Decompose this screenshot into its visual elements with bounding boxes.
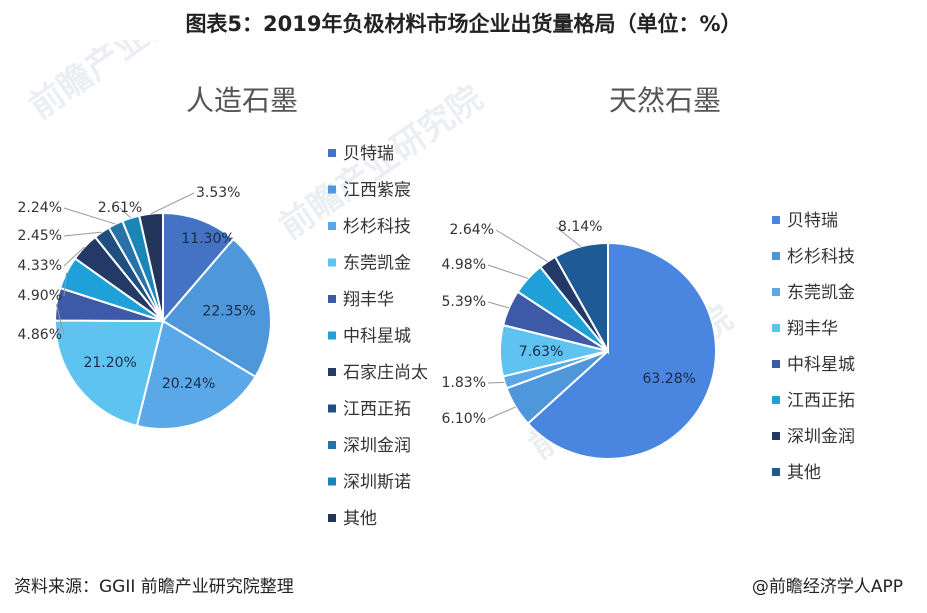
artificial-graphite-pie: 人造石墨 11.30% 22.35% 20.24% 21.20% 4.86% 4.90% 4… — [18, 84, 428, 529]
pie-slice — [138, 211, 164, 322]
data-label: 8.14% — [558, 219, 602, 235]
leader-line — [63, 272, 67, 297]
legend-swatch — [772, 360, 780, 368]
pie-slice — [135, 319, 257, 430]
legend-label: 中科星城 — [787, 355, 855, 375]
data-label: 63.28% — [643, 371, 696, 387]
legend-swatch — [772, 432, 780, 440]
data-label: 4.33% — [18, 258, 62, 274]
legend-label: 杉杉科技 — [343, 217, 411, 237]
leader-line — [487, 406, 516, 420]
data-label: 2.64% — [450, 222, 494, 238]
legend-label: 东莞凯金 — [787, 283, 855, 303]
legend-label: 杉杉科技 — [787, 247, 855, 267]
leader-line — [55, 303, 65, 336]
data-label: 2.24% — [18, 200, 62, 216]
legend-label: 深圳金润 — [787, 427, 855, 447]
data-label: 2.45% — [18, 228, 62, 244]
legend-label: 其他 — [787, 463, 821, 483]
data-label: 4.90% — [18, 288, 62, 304]
data-label: 1.83% — [442, 375, 486, 391]
pie-slice — [553, 241, 609, 355]
leader-line — [63, 231, 102, 237]
legend-label: 江西紫宸 — [343, 181, 411, 201]
leader-line — [119, 207, 132, 219]
leader-line — [487, 381, 505, 384]
legend-swatch — [772, 216, 780, 224]
legend-label: 深圳斯诺 — [343, 473, 411, 493]
brand-credit: @前瞻经济学人APP — [751, 577, 903, 597]
data-label: 2.61% — [98, 200, 142, 216]
natural-graphite-pie: 天然石墨 63.28% 6.10% 1.83% 7.63% 5.39% 4.98% 2.64… — [442, 84, 855, 483]
legend-swatch — [328, 514, 336, 522]
legend-swatch — [328, 441, 336, 449]
legend-label: 江西正拓 — [343, 400, 411, 420]
leader-line — [495, 229, 548, 262]
legend-swatch — [328, 258, 336, 267]
data-label: 22.35% — [202, 303, 255, 319]
legend-swatch — [328, 185, 336, 194]
leader-line — [555, 226, 581, 247]
chart-title-artificial: 人造石墨 — [186, 84, 298, 117]
legend-label: 贝特瑞 — [343, 144, 394, 164]
data-label: 5.39% — [442, 294, 486, 310]
pie-charts-figure: 前瞻产业研究院 前瞻产业研究院 前瞻产业研究院 人造石墨 11.30%22.35… — [18, 40, 855, 529]
legend-label: 翔丰华 — [343, 290, 394, 310]
data-label: 11.30% — [181, 231, 234, 247]
leader-line — [150, 192, 195, 215]
data-label: 20.24% — [162, 376, 215, 392]
pie-slice — [162, 211, 235, 324]
legend-label: 其他 — [343, 509, 377, 529]
data-label: 4.86% — [18, 327, 62, 343]
legend-swatch — [328, 222, 336, 230]
data-label: 21.20% — [83, 355, 136, 371]
data-label: 6.10% — [442, 411, 486, 427]
leader-line — [63, 246, 85, 267]
chart-title-natural: 天然石墨 — [609, 84, 721, 117]
legend-swatch — [328, 404, 336, 413]
data-label: 4.98% — [442, 257, 486, 273]
legend-swatch — [328, 477, 336, 486]
data-label: 7.63% — [519, 344, 563, 360]
legend-swatch — [772, 252, 780, 260]
legend-swatch — [328, 331, 336, 340]
legend-label: 江西正拓 — [787, 391, 855, 411]
data-label: 3.53% — [196, 185, 240, 201]
legend-swatch — [772, 396, 780, 404]
leader-line — [487, 264, 529, 279]
legend-swatch — [328, 368, 336, 376]
legend-label: 中科星城 — [343, 327, 411, 347]
legend-label: 东莞凯金 — [343, 254, 411, 274]
pie-slice — [54, 319, 165, 428]
legend-swatch — [772, 288, 780, 296]
legend-swatch — [772, 324, 780, 332]
legend-swatch — [772, 468, 780, 476]
data-source: 资料来源：GGII 前瞻产业研究院整理 — [14, 577, 294, 597]
legend-swatch — [328, 149, 336, 157]
legend-label: 翔丰华 — [787, 319, 838, 339]
pie-slice — [161, 237, 272, 379]
pie-slice — [526, 241, 717, 460]
leader-line — [63, 207, 116, 225]
legend-swatch — [328, 295, 336, 303]
figure-title: 图表5：2019年负极材料市场企业出货量格局（单位：%） — [185, 12, 742, 36]
legend-label: 贝特瑞 — [787, 211, 838, 231]
legend-label: 深圳金润 — [343, 436, 411, 456]
legend-label: 石家庄尚太 — [343, 363, 428, 383]
leader-line — [487, 301, 510, 309]
